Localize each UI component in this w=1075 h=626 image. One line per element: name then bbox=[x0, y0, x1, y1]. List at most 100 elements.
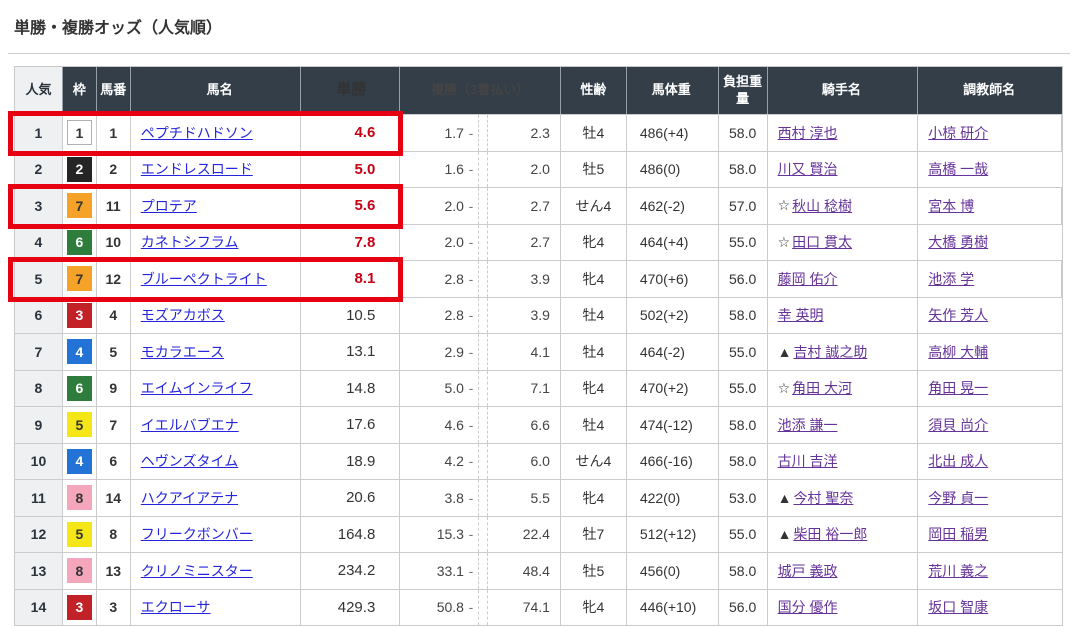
frame-cell: 5 bbox=[63, 407, 97, 443]
place-odds-max: 2.0 bbox=[530, 161, 550, 178]
jockey-link[interactable]: 今村 聖奈 bbox=[793, 489, 854, 506]
win-odds: 234.2 bbox=[337, 562, 376, 580]
trainer-link[interactable]: 大橋 勇樹 bbox=[928, 234, 989, 251]
win-cell: 8.1 bbox=[301, 261, 401, 297]
jockey-mark: ▲ bbox=[777, 343, 792, 360]
trainer-link[interactable]: 荒川 義之 bbox=[928, 562, 989, 579]
horse-name-link[interactable]: ハクアイアテナ bbox=[140, 489, 239, 506]
horse-num-cell: 3 bbox=[97, 589, 131, 625]
jockey-cell: 古川 吉洋 bbox=[768, 443, 919, 479]
jockey-link[interactable]: 角田 大河 bbox=[792, 380, 853, 397]
horse-name-link[interactable]: プロテア bbox=[140, 197, 197, 214]
place-odds-gap bbox=[477, 516, 488, 552]
horse-name-link[interactable]: エイムインライフ bbox=[140, 380, 253, 397]
jockey-link[interactable]: 藤岡 佑介 bbox=[777, 270, 838, 287]
horse-name-link[interactable]: カネトシフラム bbox=[140, 234, 239, 251]
win-odds: 5.0 bbox=[354, 160, 376, 178]
jockey-cell: 藤岡 佑介 bbox=[768, 261, 919, 297]
horse-name-link[interactable]: ヘヴンズタイム bbox=[140, 453, 239, 470]
trainer-link[interactable]: 須貝 尚介 bbox=[928, 416, 989, 433]
table-row: 2 2 2 エンドレスロード 5.0 1.6 - 2.0 牡5 486(0) 5… bbox=[15, 150, 1062, 187]
horse-name-link[interactable]: ブルーペクトライト bbox=[140, 270, 267, 287]
trainer-link[interactable]: 岡田 稲男 bbox=[928, 526, 989, 543]
horse-name-link[interactable]: フリークボンバー bbox=[140, 526, 253, 543]
trainer-link[interactable]: 北出 成人 bbox=[928, 453, 989, 470]
jockey-mark: ☆ bbox=[777, 197, 791, 214]
place-odds-max: 2.3 bbox=[530, 124, 550, 141]
weight-cell: 462(-2) bbox=[627, 188, 719, 224]
horse-num-cell: 8 bbox=[97, 516, 131, 552]
place-odds-dash: - bbox=[468, 270, 474, 287]
jockey-link[interactable]: 国分 優作 bbox=[777, 599, 838, 616]
frame-cell: 6 bbox=[63, 224, 97, 260]
frame-badge: 4 bbox=[66, 448, 92, 474]
place-cell: 50.8 - 74.1 bbox=[400, 589, 561, 625]
jockey-link[interactable]: 柴田 裕一郎 bbox=[793, 526, 868, 543]
table-row: 14 3 3 エクローサ 429.3 50.8 - 74.1 牝4 446(+1… bbox=[15, 588, 1062, 625]
jockey-link[interactable]: 西村 淳也 bbox=[777, 124, 838, 141]
table-row: 9 5 7 イエルバブエナ 17.6 4.6 - 6.6 牡4 474(-12)… bbox=[15, 406, 1062, 443]
jockey-link[interactable]: 川又 賢治 bbox=[777, 161, 838, 178]
place-cell: 1.6 - 2.0 bbox=[400, 151, 561, 187]
load-cell: 58.0 bbox=[719, 115, 768, 151]
jockey-link[interactable]: 田口 貫太 bbox=[792, 234, 853, 251]
jockey-link[interactable]: 古川 吉洋 bbox=[777, 453, 838, 470]
rank-cell: 11 bbox=[15, 480, 63, 516]
jockey-link[interactable]: 吉村 誠之助 bbox=[793, 343, 868, 360]
trainer-link[interactable]: 池添 学 bbox=[928, 270, 975, 287]
weight-cell: 512(+12) bbox=[627, 516, 719, 552]
frame-cell: 1 bbox=[63, 115, 97, 151]
jockey-link[interactable]: 池添 謙一 bbox=[777, 416, 838, 433]
place-odds-dash: - bbox=[468, 453, 474, 470]
weight-cell: 470(+6) bbox=[627, 261, 719, 297]
load-cell: 58.0 bbox=[719, 407, 768, 443]
win-odds: 7.8 bbox=[354, 233, 376, 251]
frame-badge: 3 bbox=[66, 302, 92, 328]
jockey-cell: ☆ 秋山 稔樹 bbox=[768, 188, 919, 224]
place-cell: 5.0 - 7.1 bbox=[400, 370, 561, 406]
header-num: 馬番 bbox=[97, 67, 131, 114]
place-odds-min: 2.8 bbox=[444, 270, 464, 287]
place-odds-dash: - bbox=[468, 416, 474, 433]
frame-badge: 6 bbox=[66, 375, 92, 401]
place-odds-gap bbox=[477, 151, 488, 187]
trainer-link[interactable]: 小椋 研介 bbox=[928, 124, 989, 141]
place-cell: 15.3 - 22.4 bbox=[400, 516, 561, 552]
horse-num-cell: 12 bbox=[97, 261, 131, 297]
place-odds-max: 4.1 bbox=[530, 343, 550, 360]
horse-name-cell: ヘヴンズタイム bbox=[131, 443, 302, 479]
frame-cell: 3 bbox=[63, 297, 97, 333]
horse-name-link[interactable]: エクローサ bbox=[140, 599, 211, 616]
horse-name-link[interactable]: イエルバブエナ bbox=[140, 416, 239, 433]
jockey-link[interactable]: 幸 英明 bbox=[777, 307, 824, 324]
jockey-link[interactable]: 秋山 稔樹 bbox=[792, 197, 853, 214]
horse-name-link[interactable]: エンドレスロード bbox=[140, 161, 253, 178]
place-odds-gap bbox=[477, 407, 488, 443]
load-cell: 56.0 bbox=[719, 589, 768, 625]
horse-name-link[interactable]: ペプチドハドソン bbox=[140, 124, 253, 141]
win-cell: 18.9 bbox=[301, 443, 401, 479]
trainer-link[interactable]: 高橋 一哉 bbox=[928, 161, 989, 178]
trainer-link[interactable]: 坂口 智康 bbox=[928, 599, 989, 616]
win-cell: 13.1 bbox=[301, 334, 401, 370]
jockey-link[interactable]: 城戸 義政 bbox=[777, 562, 838, 579]
trainer-link[interactable]: 角田 晃一 bbox=[928, 380, 989, 397]
place-odds-dash: - bbox=[468, 197, 474, 214]
place-odds-dash: - bbox=[468, 307, 474, 324]
rank-cell: 3 bbox=[15, 188, 63, 224]
win-odds: 8.1 bbox=[354, 270, 376, 288]
trainer-link[interactable]: 今野 貞一 bbox=[928, 489, 989, 506]
jockey-cell: 川又 賢治 bbox=[768, 151, 919, 187]
horse-name-link[interactable]: クリノミニスター bbox=[140, 562, 253, 579]
trainer-link[interactable]: 高柳 大輔 bbox=[928, 343, 989, 360]
trainer-link[interactable]: 宮本 博 bbox=[928, 197, 975, 214]
frame-cell: 7 bbox=[63, 261, 97, 297]
sex-age-cell: 牡4 bbox=[561, 115, 627, 151]
horse-name-link[interactable]: モカラエース bbox=[140, 343, 225, 360]
horse-name-link[interactable]: モズアカボス bbox=[140, 307, 225, 324]
horse-name-cell: イエルバブエナ bbox=[131, 407, 302, 443]
horse-num-cell: 13 bbox=[97, 553, 131, 589]
trainer-link[interactable]: 矢作 芳人 bbox=[928, 307, 989, 324]
weight-cell: 464(-2) bbox=[627, 334, 719, 370]
load-cell: 58.0 bbox=[719, 443, 768, 479]
